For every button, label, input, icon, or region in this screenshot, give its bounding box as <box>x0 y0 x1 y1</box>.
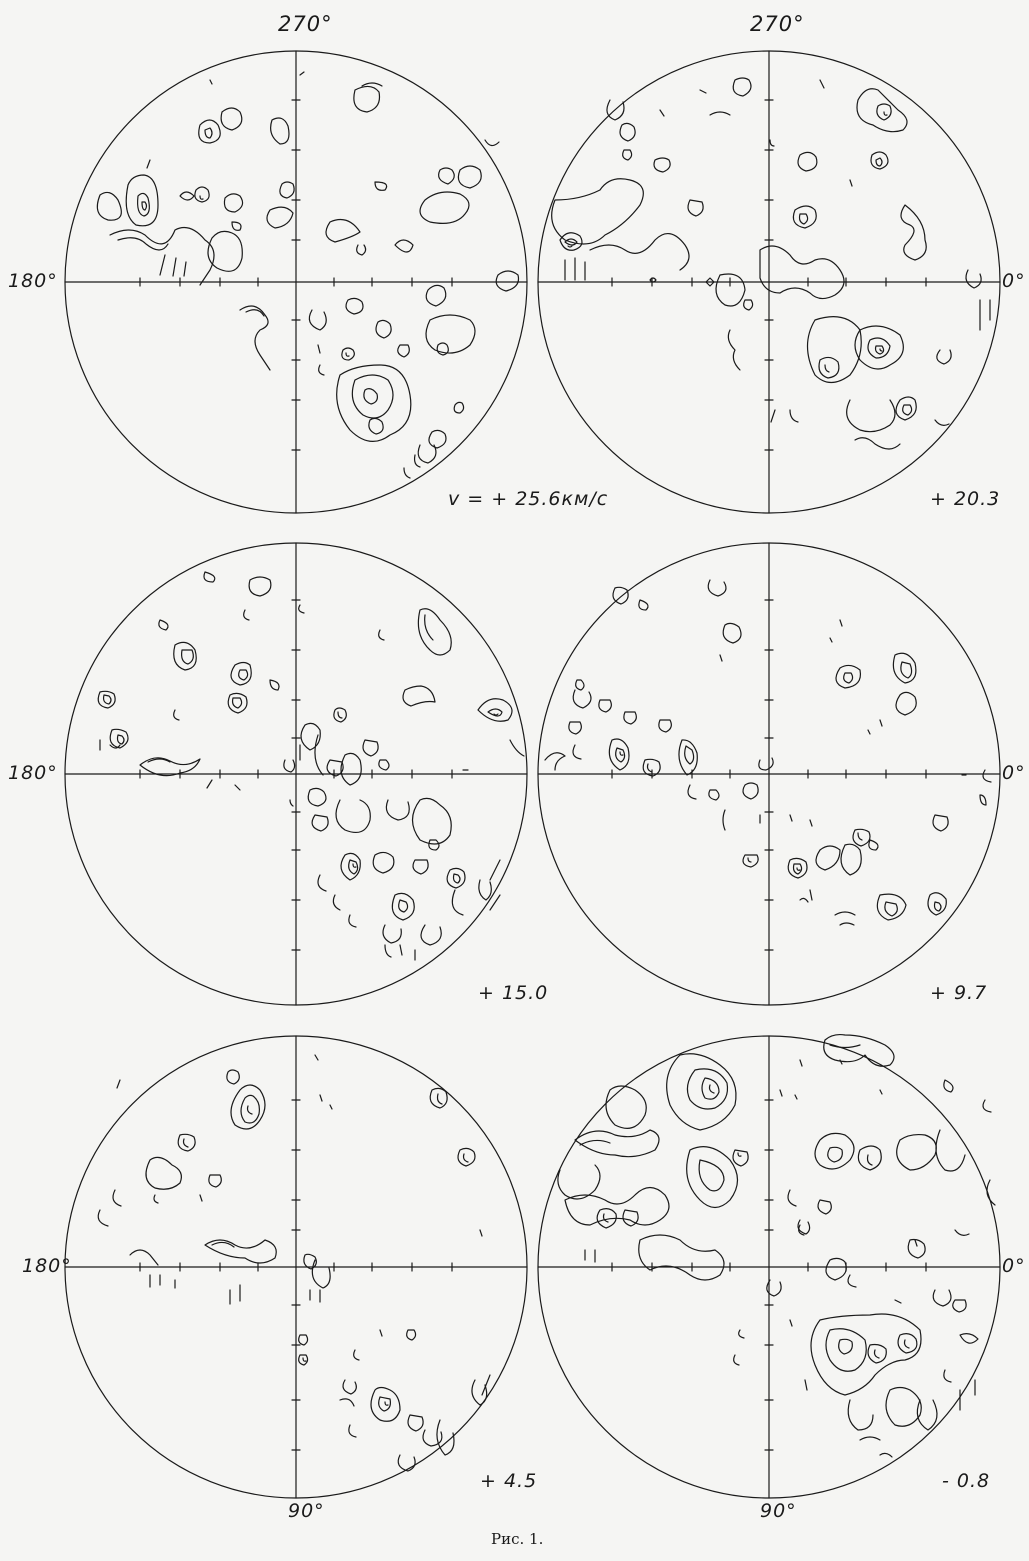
velocity-label-panel-5: + 4.5 <box>480 1470 538 1492</box>
axis-label-right-row1: 0° <box>1002 270 1026 292</box>
velocity-label-panel-1: v = + 25.6км/с <box>448 488 609 510</box>
panel-5 <box>64 1035 528 1499</box>
axis-label-right-row2: 0° <box>1002 762 1026 784</box>
axis-label-bottom-left: 90° <box>288 1500 325 1522</box>
panel-2 <box>537 50 1001 514</box>
axis-label-top-right: 270° <box>750 12 805 36</box>
velocity-label-panel-4: + 9.7 <box>930 982 988 1004</box>
axis-label-right-row3: 0° <box>1002 1255 1026 1277</box>
velocity-label-panel-3: + 15.0 <box>478 982 549 1004</box>
contours <box>97 571 525 961</box>
axis-ticks <box>139 599 453 951</box>
velocity-label-panel-2: + 20.3 <box>930 488 1001 510</box>
axis-ticks <box>139 1099 453 1451</box>
axis-label-left-row1: 180° <box>8 270 58 292</box>
panel-4 <box>537 542 1001 1006</box>
figure-caption: Рис. 1. <box>491 1530 544 1548</box>
axis-label-left-row3: 180° <box>22 1255 72 1277</box>
axis-ticks <box>139 99 453 451</box>
panel-3 <box>64 542 528 1006</box>
axis-label-bottom-right: 90° <box>760 1500 797 1522</box>
contours <box>97 1054 491 1472</box>
velocity-label-panel-6: - 0.8 <box>942 1470 991 1492</box>
contours <box>551 77 991 450</box>
axis-label-left-row2: 180° <box>8 762 58 784</box>
panel-1 <box>64 50 528 514</box>
axis-ticks <box>611 599 927 951</box>
panel-6 <box>537 1033 1001 1499</box>
contours <box>544 579 992 926</box>
contours <box>96 71 520 479</box>
contours <box>557 1033 996 1458</box>
axis-label-top-left: 270° <box>278 12 333 36</box>
